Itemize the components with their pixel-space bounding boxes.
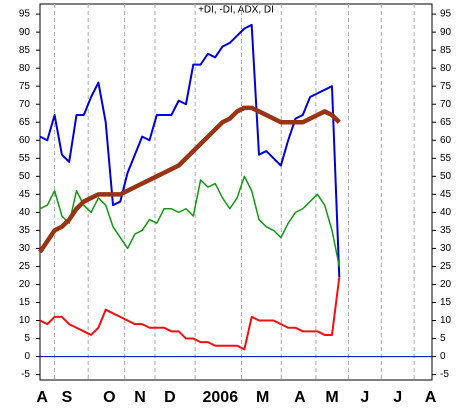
x-tick-label: D: [164, 389, 176, 406]
y-tick-label: -5: [21, 369, 30, 380]
y-tick-label-right: 30: [440, 243, 452, 254]
y-tick-label-right: 95: [440, 9, 452, 20]
y-tick-label: 90: [19, 27, 31, 38]
y-tick-label: 25: [19, 261, 31, 272]
y-tick-label-right: 70: [440, 99, 452, 110]
x-tick-label: A: [294, 389, 306, 406]
chart-title: +DI, -DI, ADX, DI: [198, 5, 274, 16]
y-tick-label: 20: [19, 279, 31, 290]
y-tick-label-right: 0: [440, 351, 446, 362]
y-tick-label-right: 10: [440, 315, 452, 326]
series-line: [39, 175, 341, 267]
x-tick-label: M: [256, 389, 269, 406]
plot-frame: [39, 3, 433, 381]
y-tick-label-right: 50: [440, 171, 452, 182]
x-tick-label: 2006: [203, 389, 239, 406]
y-tick-label-right: 85: [440, 45, 452, 56]
y-tick-label-right: 35: [440, 225, 452, 236]
y-tick-label-right: 5: [440, 333, 446, 344]
y-tick-label: 5: [24, 333, 30, 344]
y-tick-label: 55: [19, 153, 31, 164]
x-tick-label: S: [62, 389, 73, 406]
y-tick-label-right: 45: [440, 189, 452, 200]
y-tick-label: 60: [19, 135, 31, 146]
x-tick-label: A: [36, 389, 48, 406]
x-tick-label: J: [360, 389, 369, 406]
x-tick-label: A: [425, 389, 437, 406]
y-tick-label: 10: [19, 315, 31, 326]
y-tick-label: 85: [19, 45, 31, 56]
y-tick-label-right: -5: [440, 369, 449, 380]
series-line: [38, 105, 341, 254]
y-tick-label: 45: [19, 189, 31, 200]
y-tick-label: 0: [24, 351, 30, 362]
y-tick-label-right: 65: [440, 117, 452, 128]
x-tick-label: M: [325, 389, 338, 406]
y-tick-label-right: 20: [440, 279, 452, 290]
y-tick-label-right: 80: [440, 63, 452, 74]
y-tick-label-right: 90: [440, 27, 452, 38]
y-tick-label: 30: [19, 243, 31, 254]
y-tick-label: 75: [19, 81, 31, 92]
x-tick-label: O: [103, 389, 115, 406]
y-tick-label-right: 15: [440, 297, 452, 308]
y-tick-label-right: 75: [440, 81, 452, 92]
series-line: [39, 277, 341, 351]
y-tick-label-right: 60: [440, 135, 452, 146]
series-line: [39, 23, 341, 278]
y-tick-label-right: 55: [440, 153, 452, 164]
y-tick-label: 80: [19, 63, 31, 74]
y-tick-label: 15: [19, 297, 31, 308]
y-tick-label: 35: [19, 225, 31, 236]
y-tick-label-right: 40: [440, 207, 452, 218]
x-tick-label: N: [134, 389, 146, 406]
y-tick-label: 65: [19, 117, 31, 128]
y-tick-label-right: 25: [440, 261, 452, 272]
x-tick-label: J: [393, 389, 402, 406]
y-tick-label: 70: [19, 99, 31, 110]
y-tick-label: 95: [19, 9, 31, 20]
y-tick-label: 50: [19, 171, 31, 182]
y-tick-label: 40: [19, 207, 31, 218]
